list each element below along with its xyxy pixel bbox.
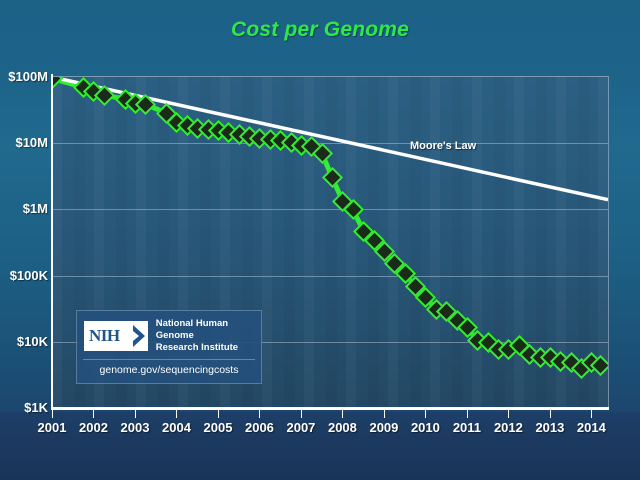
x-tick [342,408,344,418]
x-tick [300,408,302,418]
x-tick [383,408,385,418]
institute-name-line2: Research Institute [155,342,239,353]
x-tick-label: 2002 [79,420,108,435]
x-tick-label: 2003 [120,420,150,435]
x-tick-label: 2001 [37,420,67,435]
x-tick-label: 2014 [576,420,606,435]
x-tick [425,408,427,418]
x-tick [93,408,95,418]
x-tick-label: 2012 [493,420,523,435]
x-tick [134,408,136,418]
nhgri-logo: NIH National Human Genome Research Insti… [76,310,262,384]
page-title: Cost per Genome [230,18,410,41]
x-tick [217,408,219,418]
y-tick-label: $100M [8,69,48,84]
institute-name-line1: National Human Genome [155,318,229,341]
x-tick [508,408,510,418]
x-tick-label: 2005 [203,420,233,435]
x-tick [259,408,261,418]
x-tick-label: 2013 [535,420,565,435]
x-tick [52,408,53,418]
chevron-right-icon [132,325,145,347]
x-axis-line [51,407,609,410]
x-tick-label: 2006 [244,420,274,435]
x-tick [176,408,178,418]
y-tick-label: $100K [9,267,48,283]
logo-url[interactable]: genome.gov/sequencingcosts [83,359,255,376]
x-tick-label: 2010 [410,420,440,435]
gridline [52,143,608,145]
gridline [52,209,608,211]
y-tick-label: $10K [16,333,48,349]
x-tick [466,408,468,418]
y-axis-line [51,74,53,410]
gridline [52,275,608,277]
x-tick-label: 2011 [452,420,482,435]
x-tick-label: 2004 [162,420,191,435]
nih-wordmark: NIH [84,321,148,351]
x-tick [549,408,551,418]
x-tick-label: 2009 [369,420,399,435]
logo-top-row: NIH National Human Genome Research Insti… [77,311,261,357]
x-tick-label: 2007 [286,420,316,435]
gridline [52,341,608,343]
y-tick-label: $10M [15,135,48,151]
x-tick [591,408,593,418]
moores-law-label: Moore's Law [410,140,477,152]
x-tick-label: 2008 [327,420,357,435]
y-tick-label: $1M [22,201,48,217]
nih-letters: NIH [89,326,120,345]
institute-name: National Human Genome Research Institute [156,318,261,354]
lower-background-band [0,412,640,480]
